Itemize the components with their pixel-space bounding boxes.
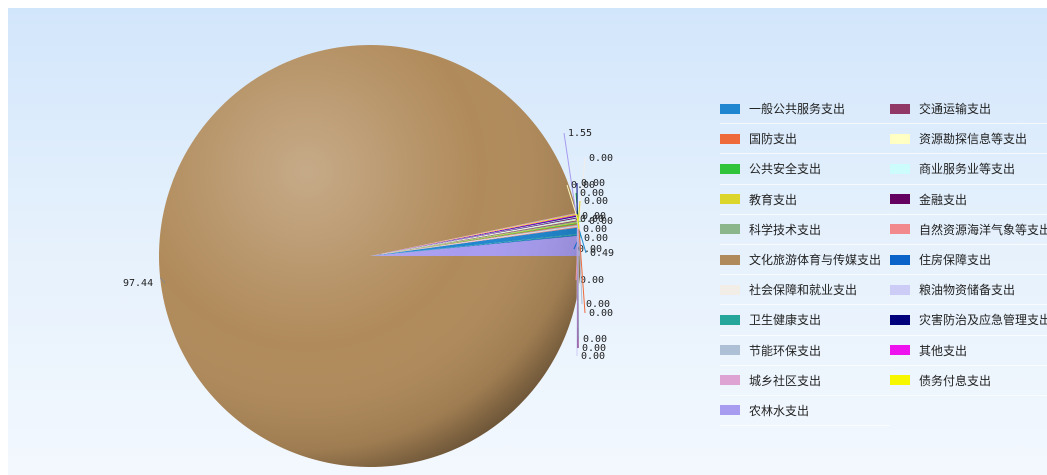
legend-item[interactable]: 自然资源海洋气象等支出: [890, 215, 1047, 245]
data-label: 0.00: [581, 351, 605, 362]
legend-swatch: [890, 314, 910, 325]
legend-swatch: [890, 284, 910, 295]
legend-label: 国防支出: [749, 132, 798, 147]
legend-item[interactable]: 灾害防治及应急管理支出: [890, 305, 1047, 336]
data-label: 0.00: [580, 188, 604, 199]
data-label: 0.00: [589, 216, 613, 227]
legend-item[interactable]: 商业服务业等支出: [890, 154, 1047, 185]
data-label: 0.00: [584, 233, 608, 244]
legend-item[interactable]: 节能环保支出: [720, 336, 890, 366]
leader-line: [578, 220, 586, 222]
data-label: 0.00: [578, 244, 602, 255]
legend-swatch: [720, 103, 740, 114]
legend-label: 自然资源海洋气象等支出: [919, 222, 1047, 237]
legend-item[interactable]: 金融支出: [890, 185, 1047, 215]
data-label: 0.00: [582, 343, 606, 354]
legend-item[interactable]: 公共安全支出: [720, 154, 890, 185]
legend-swatch: [890, 103, 910, 114]
legend-swatch: [720, 133, 740, 144]
legend-item[interactable]: 教育支出: [720, 185, 890, 215]
data-label: 0.00: [589, 308, 613, 319]
legend-label: 文化旅游体育与传媒支出: [749, 253, 882, 268]
legend-swatch: [890, 224, 910, 235]
data-label: 0.49: [590, 248, 614, 259]
legend-label: 城乡社区支出: [749, 373, 822, 388]
legend-label: 卫生健康支出: [749, 313, 822, 328]
legend-item[interactable]: 科学技术支出: [720, 215, 890, 245]
data-label: 0.00: [582, 211, 606, 222]
data-label: 0.00: [571, 180, 595, 191]
legend-item[interactable]: 住房保障支出: [890, 245, 1047, 276]
legend-swatch: [890, 254, 910, 265]
legend-item[interactable]: 交通运输支出: [890, 94, 1047, 125]
data-label: 0.00: [580, 214, 604, 225]
legend-label: 节能环保支出: [749, 343, 822, 358]
legend: 一般公共服务支出 国防支出公共安全支出 教育支出科学技术支出文化旅游体育与传媒支出社…: [720, 94, 1047, 427]
legend-label: 住房保障支出: [919, 253, 992, 268]
legend-label: 债务付息支出: [919, 373, 992, 388]
legend-swatch: [720, 254, 740, 265]
leader-line: [576, 214, 580, 230]
data-label: 0.00: [586, 299, 610, 310]
legend-item[interactable]: 卫生健康支出: [720, 305, 890, 336]
leader-line: [578, 157, 586, 227]
data-label: 0.00: [581, 178, 605, 189]
data-label: 0.00: [584, 196, 608, 207]
legend-swatch: [890, 133, 910, 144]
legend-item[interactable]: 农林水支出: [720, 396, 890, 427]
legend-swatch: [720, 163, 740, 174]
legend-label: 公共安全支出: [749, 162, 822, 177]
legend-label: 社会保障和就业支出: [749, 283, 858, 298]
legend-label: 商业服务业等支出: [919, 162, 1016, 177]
legend-swatch: [890, 345, 910, 356]
legend-swatch: [720, 194, 740, 205]
legend-label: 金融支出: [919, 192, 968, 207]
legend-label: 科学技术支出: [749, 222, 822, 237]
legend-item[interactable]: 文化旅游体育与传媒支出: [720, 245, 890, 276]
legend-item[interactable]: 一般公共服务支出: [720, 94, 890, 125]
leader-line: [566, 184, 579, 220]
legend-swatch: [890, 375, 910, 386]
legend-label: 资源勘探信息等支出: [919, 132, 1028, 147]
legend-swatch: [720, 314, 740, 325]
legend-swatch: [890, 163, 910, 174]
data-label: 0.00: [583, 224, 607, 235]
legend-label: 粮油物资储备支出: [919, 283, 1016, 298]
legend-item[interactable]: 资源勘探信息等支出: [890, 124, 1047, 155]
legend-item[interactable]: 社会保障和就业支出: [720, 275, 890, 306]
legend-item[interactable]: 债务付息支出: [890, 366, 1047, 396]
legend-item[interactable]: 城乡社区支出: [720, 366, 890, 396]
legend-label: 其他支出: [919, 343, 968, 358]
legend-item[interactable]: 其他支出: [890, 336, 1047, 366]
legend-label: 教育支出: [749, 192, 798, 207]
leader-line: [579, 230, 587, 254]
chart-area: 1.55 0.00 0.00 0.49 0.00 0.00 0.00 0.00 0.00 0.00…: [8, 8, 1047, 475]
legend-label: 灾害防治及应急管理支出: [919, 313, 1047, 328]
data-label: 0.00: [580, 275, 604, 286]
legend-label: 农林水支出: [749, 403, 810, 418]
legend-label: 一般公共服务支出: [749, 102, 846, 117]
data-label: 1.55: [568, 128, 592, 139]
leader-line: [159, 277, 166, 284]
legend-item[interactable]: 国防支出: [720, 124, 890, 155]
legend-swatch: [720, 284, 740, 295]
legend-swatch: [890, 194, 910, 205]
data-label: 0.00: [589, 153, 613, 164]
legend-swatch: [720, 345, 740, 356]
data-label: 0.00: [583, 334, 607, 345]
leader-line: [577, 200, 581, 223]
legend-item[interactable]: 粮油物资储备支出: [890, 275, 1047, 306]
legend-swatch: [720, 224, 740, 235]
leader-line: [578, 224, 586, 314]
legend-label: 交通运输支出: [919, 102, 992, 117]
data-label: 97.44: [123, 278, 153, 289]
legend-swatch: [720, 405, 740, 416]
legend-swatch: [720, 375, 740, 386]
